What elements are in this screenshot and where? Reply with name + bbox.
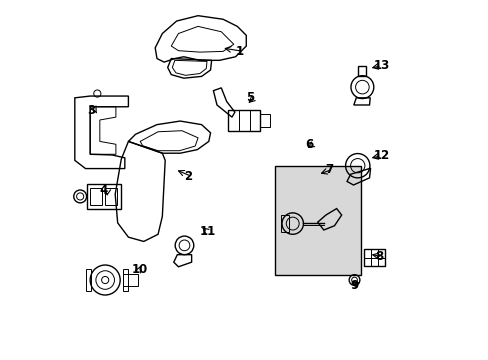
Bar [228, 110, 259, 131]
Text: 7: 7 [324, 163, 332, 176]
Text: 11: 11 [200, 225, 216, 238]
Bar [90, 188, 102, 205]
Text: 13: 13 [373, 59, 389, 72]
Bar [281, 215, 288, 232]
Text: 4: 4 [100, 184, 108, 197]
Bar [357, 66, 365, 76]
Text: 1: 1 [235, 45, 243, 58]
Bar [86, 269, 91, 292]
Bar [105, 188, 117, 205]
Text: 5: 5 [246, 91, 254, 104]
Text: 6: 6 [305, 138, 313, 151]
Text: 8: 8 [374, 250, 383, 263]
Bar [364, 249, 384, 266]
Text: 10: 10 [131, 263, 147, 276]
Text: 9: 9 [349, 279, 357, 292]
Bar [86, 184, 121, 208]
Bar [123, 274, 138, 286]
Bar [274, 166, 360, 275]
Text: 2: 2 [183, 170, 191, 183]
Bar [123, 269, 128, 292]
Text: 3: 3 [87, 104, 95, 117]
Text: 12: 12 [373, 149, 389, 162]
Bar [259, 113, 269, 127]
